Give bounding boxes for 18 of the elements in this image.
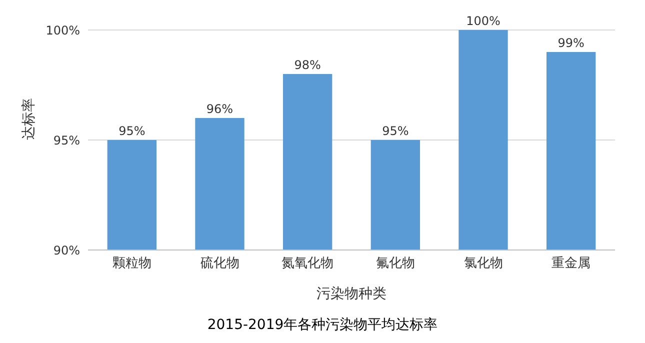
data-label: 96% xyxy=(206,102,234,116)
y-tick-label: 100% xyxy=(46,23,80,38)
y-tick-label: 95% xyxy=(53,133,80,148)
data-label: 100% xyxy=(466,14,500,28)
text: 2015-2019年各种污染物平均达标率 xyxy=(206,316,439,334)
x-axis-title: 污染物种类 xyxy=(316,286,386,302)
data-label: 99% xyxy=(558,36,584,50)
x-tick-label: 重金属 xyxy=(552,256,591,272)
x-tick-label: 颗粒物 xyxy=(112,256,152,272)
y-tick-label: 90% xyxy=(53,243,80,258)
x-tick-label: 氟化物 xyxy=(376,256,415,272)
x-tick-label: 氯化物 xyxy=(464,256,503,272)
x-tick-label: 硫化物 xyxy=(200,256,240,272)
y-axis-title: 达标率 xyxy=(20,98,37,140)
data-label: 95% xyxy=(118,124,146,138)
data-label: 95% xyxy=(382,124,409,138)
data-label: 98% xyxy=(294,58,321,72)
x-tick-label: 氮氧化物 xyxy=(282,256,334,272)
